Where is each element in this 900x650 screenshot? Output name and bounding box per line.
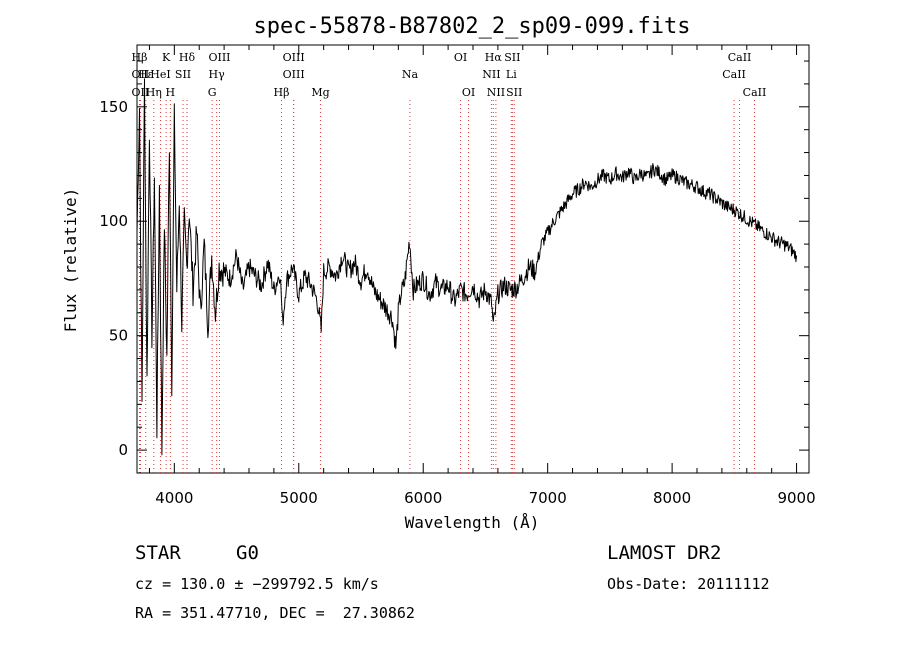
line-label: Hγ [209, 68, 226, 81]
line-label: CaII [728, 51, 752, 64]
plot-frame [136, 44, 810, 474]
line-label: Hα [485, 51, 503, 64]
line-label: Hη [146, 86, 162, 99]
y-tick-label: 150 [99, 98, 128, 116]
line-label: G [208, 86, 217, 99]
line-label: Na [402, 68, 419, 81]
observation-date: Obs-Date: 20111112 [607, 575, 770, 593]
x-tick-label: 9000 [777, 489, 815, 507]
line-label: Li [506, 68, 517, 81]
x-tick-label: 7000 [529, 489, 567, 507]
plot-border [136, 44, 810, 474]
y-tick-label: 50 [109, 327, 128, 345]
flux-line [136, 78, 798, 456]
x-axis-label: Wavelength (Å) [405, 513, 540, 532]
line-label: HeI [150, 68, 170, 81]
line-label: Hδ [179, 51, 196, 64]
x-tick-label: 8000 [653, 489, 691, 507]
line-label: H [166, 86, 176, 99]
line-label: Hε [138, 68, 154, 81]
x-tick-label: 5000 [280, 489, 318, 507]
line-label: CaII [743, 86, 767, 99]
line-label: OIII [283, 51, 305, 64]
line-label: Hβ [132, 51, 148, 64]
flux-series [136, 78, 798, 456]
line-label: OI [462, 86, 475, 99]
line-label: OIII [208, 51, 230, 64]
coordinates-info: RA = 351.47710, DEC = 27.30862 [135, 604, 415, 622]
y-tick-label: 0 [118, 441, 128, 459]
object-type: STAR [135, 542, 181, 564]
line-label: NII [487, 86, 505, 99]
object-subclass: G0 [236, 542, 259, 564]
line-label: SII [504, 51, 520, 64]
survey-name: LAMOST DR2 [607, 542, 722, 564]
y-axis-label: Flux (relative) [61, 188, 80, 333]
line-label: SII [506, 86, 522, 99]
redshift-info: cz = 130.0 ± −299792.5 km/s [135, 575, 379, 593]
x-tick-label: 4000 [155, 489, 193, 507]
line-label: OIII [283, 68, 305, 81]
line-label: Mg [311, 86, 329, 99]
axis-ticks: 4000 5000 6000 7000 8000 9000 0 50 100 150 [99, 45, 816, 507]
line-label: NII [482, 68, 500, 81]
line-label: OI [454, 51, 467, 64]
line-label: CaII [722, 68, 746, 81]
line-label: K [162, 51, 171, 64]
chart-title: spec-55878-B87802_2_sp09-099.fits [253, 14, 690, 39]
line-label: OII [132, 68, 150, 81]
x-tick-label: 6000 [404, 489, 442, 507]
line-label: SII [175, 68, 191, 81]
y-tick-label: 100 [99, 212, 128, 230]
line-label: Hβ [274, 86, 290, 99]
